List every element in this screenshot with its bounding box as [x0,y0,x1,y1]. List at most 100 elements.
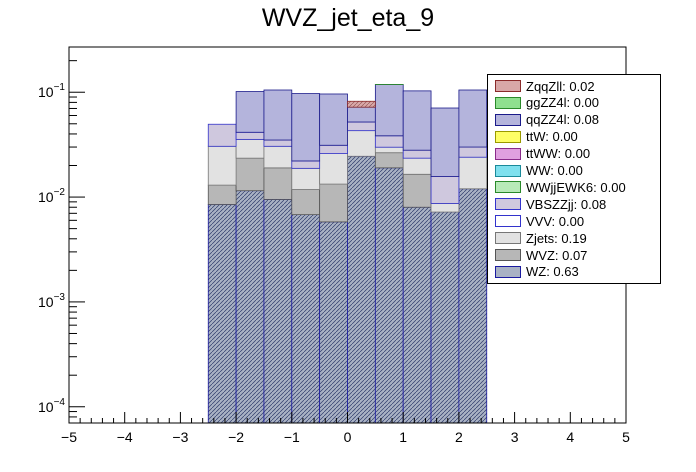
legend-label: ZqqZll: 0.02 [526,78,595,94]
legend-label: ggZZ4l: 0.00 [526,95,599,111]
bar-WZ-bin-6 [374,167,404,424]
bar-WVZ-bin-7 [402,173,432,208]
bar-Zjets-bin-9 [458,156,488,190]
bar-Zjets-bin-4 [319,153,348,185]
bar-Zjets-bin-8 [430,203,460,213]
bar-Zjets-bin-6 [374,146,404,154]
bar-Zjets-bin-1 [235,138,265,159]
legend-entry-VBSZZjj: VBSZZjj: 0.08 [495,196,606,212]
legend-swatch [495,80,521,92]
bar-VBSZZjj-bin-7 [402,149,432,159]
bar-Zjets-bin-0 [207,145,237,186]
bar-WVZ-bin-0 [207,184,237,205]
bar-WVZ-bin-4 [319,183,348,223]
legend-entry-WZ: WZ: 0.63 [495,264,579,280]
bar-WVZ-bin-2 [263,167,293,200]
x-tick-label: −3 [172,429,188,445]
y-tick-label: 10−3 [38,292,65,310]
bar-VBSZZjj-bin-1 [235,131,265,140]
legend-entry-ttWW: ttWW: 0.00 [495,146,590,162]
bar-qqZZ4l-bin-7 [402,90,432,151]
legend-swatch [495,265,521,278]
y-tick-label: 10−4 [38,397,65,415]
bar-qqZZ4l-bin-3 [291,93,321,162]
y-tick-label: 10−1 [38,82,65,100]
bar-WZ-bin-2 [263,199,293,424]
bar-VBSZZjj-bin-5 [347,121,376,132]
bar-WZ-bin-8 [430,211,460,424]
bar-WZ-bin-0 [207,204,237,424]
legend-label: WWjjEWK6: 0.00 [526,179,626,195]
x-tick-label: 2 [455,429,463,445]
bar-WZ-bin-4 [319,221,348,424]
bar-WVZ-bin-1 [235,157,265,192]
x-tick-label: −4 [117,429,133,445]
bar-VBSZZjj-bin-2 [263,139,293,147]
legend-swatch [495,232,521,245]
bar-WZ-bin-7 [402,206,432,424]
legend-entry-qqZZ4l: qqZZ4l: 0.08 [495,112,599,128]
x-tick-label: 1 [399,429,407,445]
bar-Zjets-bin-7 [402,157,432,175]
x-tick-label: −1 [284,429,300,445]
bar-Zjets-bin-2 [263,145,293,169]
x-tick-label: 3 [511,429,519,445]
legend-entry-WWjjEWK6: WWjjEWK6: 0.00 [495,179,626,195]
bar-VBSZZjj-bin-4 [319,144,348,154]
legend-label: ttWW: 0.00 [526,146,591,162]
bar-qqZZ4l-bin-1 [235,91,265,133]
x-tick-label: 4 [566,429,574,445]
legend-label: qqZZ4l: 0.08 [526,112,599,128]
legend-swatch [495,198,521,211]
bar-VBSZZjj-bin-8 [430,176,460,204]
legend-label: ttW: 0.00 [526,129,578,145]
bar-qqZZ4l-bin-4 [319,93,348,146]
bar-qqZZ4l-bin-6 [374,84,404,137]
legend-entry-WVZ: WVZ: 0.07 [495,247,587,263]
legend-label: WZ: 0.63 [526,264,579,280]
legend-entry-Zjets: Zjets: 0.19 [495,230,587,246]
bar-Zjets-bin-3 [291,167,321,190]
chart-title: WVZ_jet_eta_9 [261,4,435,32]
legend-label: WVZ: 0.07 [526,247,588,263]
bar-qqZZ4l-bin-2 [263,89,293,141]
legend: ZqqZll: 0.02 ggZZ4l: 0.00 qqZZ4l: 0.08 ttW:… [487,74,661,284]
legend-entry-ttW: ttW: 0.00 [495,129,578,145]
bar-qqZZ4l-bin-9 [458,89,488,148]
bar-VBSZZjj-bin-6 [374,135,404,148]
bar-WZ-bin-5 [347,155,376,424]
legend-swatch [495,164,521,177]
bar-qqZZ4l-bin-5 [347,106,376,123]
bar-WZ-bin-3 [291,214,321,424]
legend-entry-VVV: VVV: 0.00 [495,213,584,229]
legend-swatch [495,215,521,228]
legend-entry-ZqqZll: ZqqZll: 0.02 [495,78,595,94]
bar-Zjets-bin-5 [347,130,376,157]
bar-WZ-bin-1 [235,190,265,424]
x-tick-label: 0 [344,429,352,445]
legend-swatch [495,96,521,109]
legend-entry-WW: WW: 0.00 [495,163,583,179]
x-tick-label: 5 [622,429,630,445]
bar-WZ-bin-9 [458,188,488,424]
legend-swatch [495,130,521,143]
bar-VBSZZjj-bin-0 [207,123,237,147]
bar-ZqqZll-bin-5 [347,100,376,108]
bar-VBSZZjj-bin-9 [458,146,488,158]
legend-swatch [495,113,521,126]
legend-entry-ggZZ4l: ggZZ4l: 0.00 [495,95,599,111]
legend-swatch [495,249,521,261]
x-tick-label: −5 [61,429,77,445]
legend-label: WW: 0.00 [526,163,583,178]
x-tick-label: −2 [228,429,244,445]
bar-WVZ-bin-6 [374,152,404,169]
y-tick-label: 10−2 [38,187,65,205]
bar-qqZZ4l-bin-8 [430,107,460,177]
legend-swatch [495,147,521,160]
bar-VBSZZjj-bin-3 [291,160,321,169]
legend-label: VBSZZjj: 0.08 [526,196,607,212]
legend-label: VVV: 0.00 [526,213,585,229]
bar-WVZ-bin-3 [291,189,321,216]
legend-label: Zjets: 0.19 [526,230,587,246]
legend-swatch [495,181,521,194]
